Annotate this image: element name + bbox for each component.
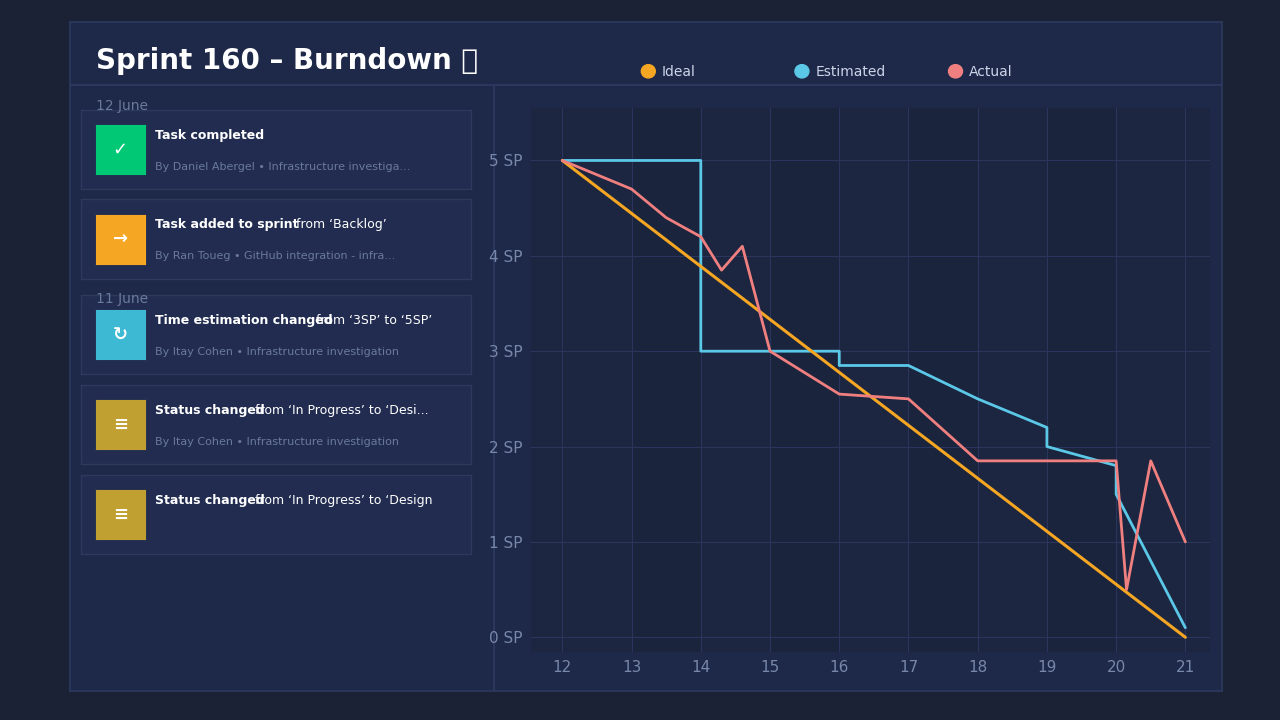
Text: By Itay Cohen • Infrastructure investigation: By Itay Cohen • Infrastructure investiga…	[155, 437, 399, 447]
Text: ↻: ↻	[113, 325, 128, 344]
Text: Actual: Actual	[969, 65, 1012, 79]
Text: ≡: ≡	[113, 505, 128, 524]
Text: Sprint 160 – Burndown 🔥: Sprint 160 – Burndown 🔥	[96, 47, 477, 75]
Text: ✓: ✓	[113, 141, 128, 158]
Text: By Ran Toueg • GitHub integration - infra...: By Ran Toueg • GitHub integration - infr…	[155, 251, 396, 261]
Bar	[771, 108, 840, 652]
Text: Status changed: Status changed	[155, 494, 265, 507]
Text: from ‘In Progress’ to ‘Design: from ‘In Progress’ to ‘Design	[251, 494, 433, 507]
Bar	[631, 108, 701, 652]
Circle shape	[641, 65, 655, 78]
Circle shape	[948, 65, 963, 78]
Text: Time estimation changed: Time estimation changed	[155, 314, 333, 327]
Text: from ‘3SP’ to ‘5SP’: from ‘3SP’ to ‘5SP’	[312, 314, 433, 327]
Text: By Itay Cohen • Infrastructure investigation: By Itay Cohen • Infrastructure investiga…	[155, 347, 399, 357]
Bar	[978, 108, 1047, 652]
Bar	[840, 108, 909, 652]
Text: 11 June: 11 June	[96, 292, 148, 305]
Bar	[1047, 108, 1116, 652]
Bar	[701, 108, 771, 652]
Text: from ‘Backlog’: from ‘Backlog’	[292, 218, 387, 231]
Text: Status changed: Status changed	[155, 404, 265, 417]
Text: 12 June: 12 June	[96, 99, 148, 113]
Text: →: →	[113, 230, 128, 248]
Text: ≡: ≡	[113, 415, 128, 433]
Text: Task added to sprint: Task added to sprint	[155, 218, 298, 231]
Bar	[562, 108, 631, 652]
Bar	[909, 108, 978, 652]
Text: Ideal: Ideal	[662, 65, 695, 79]
Circle shape	[795, 65, 809, 78]
Text: Task completed: Task completed	[155, 129, 264, 142]
Bar	[1116, 108, 1185, 652]
Text: Estimated: Estimated	[815, 65, 886, 79]
Text: By Daniel Abergel • Infrastructure investiga...: By Daniel Abergel • Infrastructure inves…	[155, 162, 411, 172]
Text: from ‘In Progress’ to ‘Desi...: from ‘In Progress’ to ‘Desi...	[251, 404, 429, 417]
